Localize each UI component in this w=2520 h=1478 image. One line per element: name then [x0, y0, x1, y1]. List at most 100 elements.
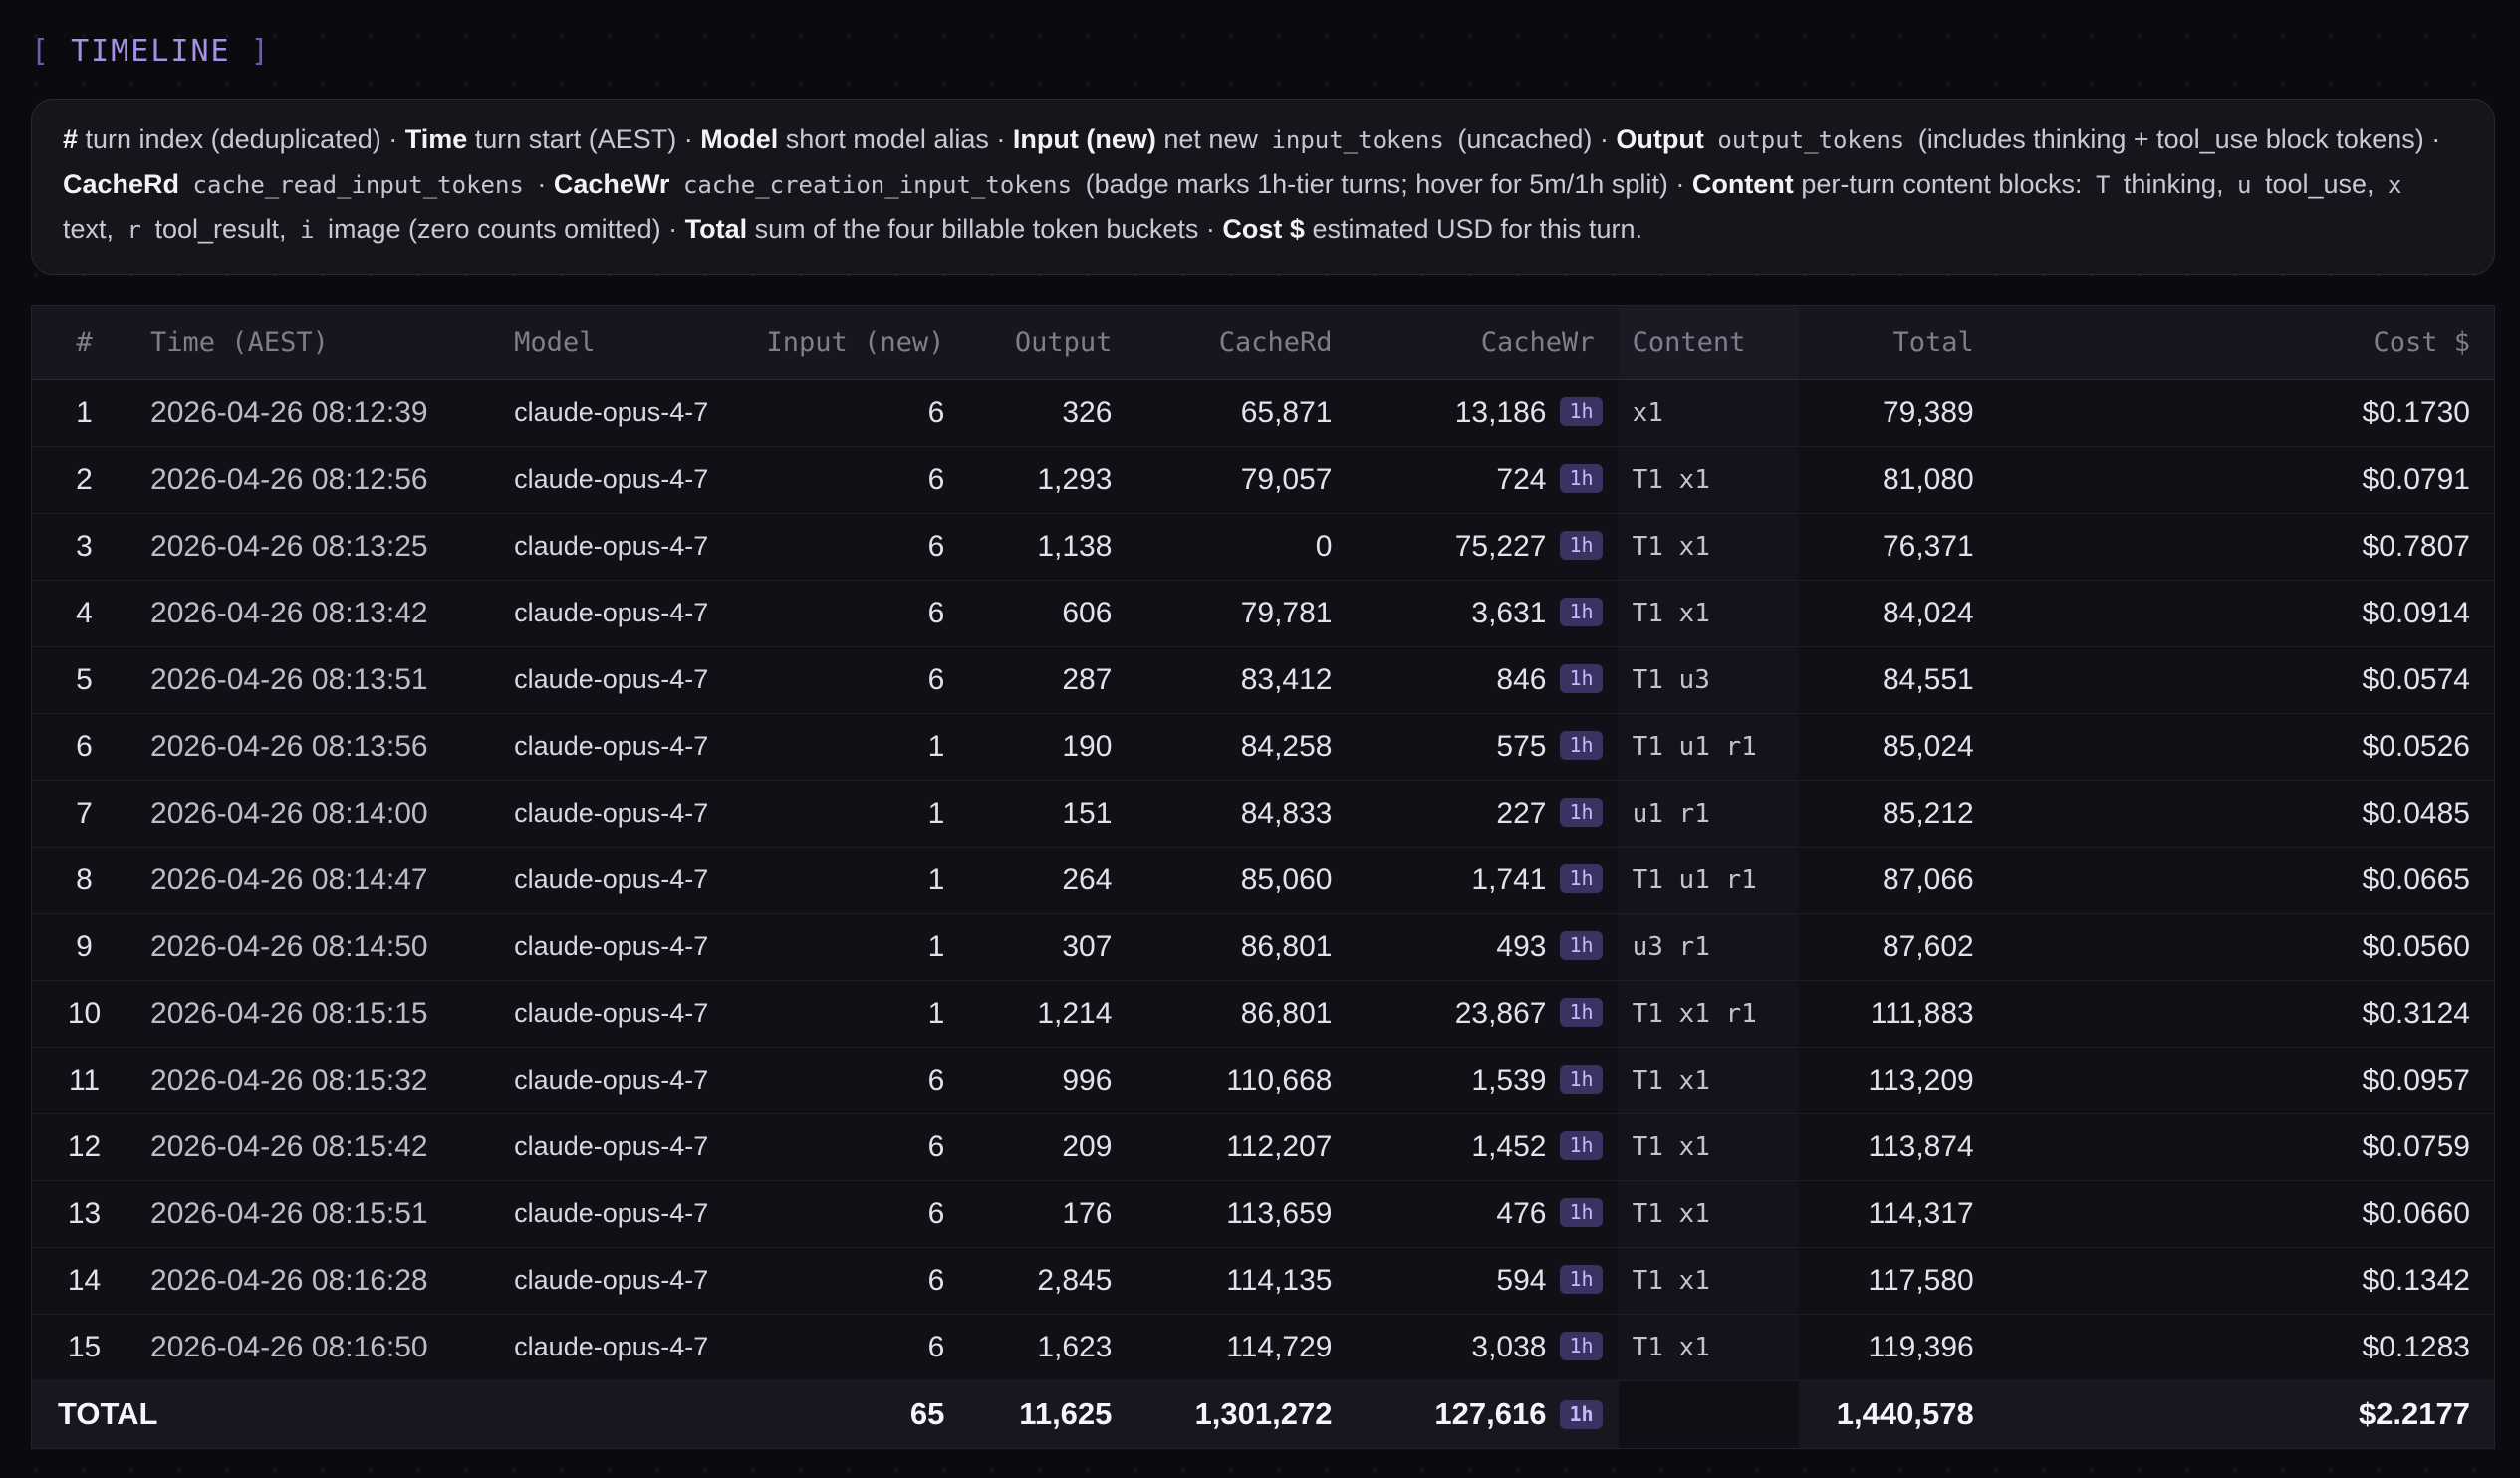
- tier-badge[interactable]: 1h: [1560, 397, 1603, 427]
- cell-model: claude-opus-4-7: [500, 513, 720, 581]
- tier-badge[interactable]: 1h: [1560, 864, 1603, 894]
- cell-idx: 15: [32, 1314, 137, 1381]
- legend-text: (includes thinking + tool_use block toke…: [1910, 124, 2441, 154]
- table-row: 11 2026-04-26 08:15:32 claude-opus-4-7 6 996…: [32, 1047, 2494, 1114]
- cell-cachewr: 23,867 1h: [1356, 980, 1619, 1048]
- column-header-idx[interactable]: #: [32, 306, 137, 380]
- cell-time: 2026-04-26 08:12:56: [136, 446, 501, 514]
- cell-output: 307: [968, 913, 1136, 981]
- legend-text: turn index (deduplicated) ·: [78, 124, 405, 154]
- legend-text: image (zero counts omitted) ·: [320, 214, 685, 244]
- cell-model: claude-opus-4-7: [500, 780, 720, 848]
- tier-badge[interactable]: 1h: [1560, 531, 1603, 561]
- legend-code: cache_read_input_tokens: [192, 171, 524, 199]
- cell-time: 2026-04-26 08:14:50: [136, 913, 501, 981]
- cell-cost: $0.7807: [1997, 513, 2494, 581]
- cell-model: claude-opus-4-7: [500, 980, 720, 1048]
- tier-badge[interactable]: 1h: [1560, 1065, 1603, 1095]
- cell-cacherd: 65,871: [1135, 379, 1357, 447]
- totals-content-empty: [1618, 1379, 1799, 1448]
- legend-code: cache_creation_input_tokens: [682, 171, 1073, 199]
- cachewr-value: 493: [1496, 929, 1547, 963]
- cell-cacherd: 114,729: [1135, 1314, 1357, 1381]
- column-header-time[interactable]: Time (AEST): [136, 306, 501, 380]
- cell-time: 2026-04-26 08:16:28: [136, 1247, 501, 1315]
- column-header-total[interactable]: Total: [1798, 306, 1998, 380]
- cell-idx: 11: [32, 1047, 137, 1114]
- cell-cachewr: 75,227 1h: [1356, 513, 1619, 581]
- totals-cachewr-value: 127,616: [1434, 1396, 1547, 1432]
- cell-cost: $0.1730: [1997, 379, 2494, 447]
- cell-cost: $0.1283: [1997, 1314, 2494, 1381]
- tier-badge[interactable]: 1h: [1560, 598, 1603, 627]
- cell-cacherd: 86,801: [1135, 913, 1357, 981]
- cachewr-value: 476: [1496, 1196, 1547, 1230]
- column-header-cost[interactable]: Cost $: [1997, 306, 2494, 380]
- cell-model: claude-opus-4-7: [500, 446, 720, 514]
- cell-content: T1 x1: [1618, 1047, 1799, 1114]
- tier-badge[interactable]: 1h: [1560, 731, 1603, 761]
- tier-badge[interactable]: 1h: [1560, 1332, 1603, 1361]
- column-header-content[interactable]: Content: [1618, 306, 1799, 380]
- cell-idx: 8: [32, 847, 137, 914]
- tier-badge[interactable]: 1h: [1560, 798, 1603, 828]
- cell-cacherd: 84,833: [1135, 780, 1357, 848]
- cell-input: 6: [719, 1247, 969, 1315]
- legend-text: sum of the four billable token buckets ·: [747, 214, 1223, 244]
- cell-time: 2026-04-26 08:13:42: [136, 580, 501, 647]
- column-header-cachewr[interactable]: CacheWr: [1356, 306, 1619, 380]
- cachewr-value: 1,452: [1471, 1129, 1547, 1163]
- cell-time: 2026-04-26 08:13:25: [136, 513, 501, 581]
- table-row: 2 2026-04-26 08:12:56 claude-opus-4-7 6 1,29…: [32, 446, 2494, 514]
- legend-text: net new: [1155, 124, 1266, 154]
- cell-cachewr: 1,741 1h: [1356, 847, 1619, 914]
- column-header-output[interactable]: Output: [968, 306, 1136, 380]
- cell-output: 1,214: [968, 980, 1136, 1048]
- cell-cachewr: 476 1h: [1356, 1180, 1619, 1248]
- legend-key-cost: Cost $: [1222, 214, 1305, 244]
- cell-output: 2,845: [968, 1247, 1136, 1315]
- table-row: 6 2026-04-26 08:13:56 claude-opus-4-7 1 190 8…: [32, 713, 2494, 781]
- cell-idx: 7: [32, 780, 137, 848]
- cell-model: claude-opus-4-7: [500, 847, 720, 914]
- cell-output: 264: [968, 847, 1136, 914]
- cell-idx: 9: [32, 913, 137, 981]
- cell-idx: 1: [32, 379, 137, 447]
- cell-input: 6: [719, 580, 969, 647]
- header-row: # Time (AEST) Model Input (new) Output C…: [32, 306, 2494, 380]
- cell-output: 996: [968, 1047, 1136, 1114]
- legend-text: (uncached) ·: [1449, 124, 1617, 154]
- cell-idx: 6: [32, 713, 137, 781]
- tier-badge[interactable]: 1h: [1560, 1399, 1603, 1429]
- cell-input: 6: [719, 1113, 969, 1181]
- cell-content: T1 x1: [1618, 1180, 1799, 1248]
- column-header-cacherd[interactable]: CacheRd: [1135, 306, 1357, 380]
- cell-content: u1 r1: [1618, 780, 1799, 848]
- legend-code: output_tokens: [1717, 126, 1905, 154]
- tier-badge[interactable]: 1h: [1560, 664, 1603, 694]
- cell-model: claude-opus-4-7: [500, 1314, 720, 1381]
- column-header-input[interactable]: Input (new): [719, 306, 969, 380]
- cachewr-value: 1,741: [1471, 862, 1547, 896]
- cell-model: claude-opus-4-7: [500, 646, 720, 714]
- cachewr-value: 3,038: [1471, 1330, 1547, 1363]
- column-header-model[interactable]: Model: [500, 306, 720, 380]
- tier-badge[interactable]: 1h: [1560, 1131, 1603, 1161]
- tier-badge[interactable]: 1h: [1560, 998, 1603, 1028]
- tier-badge[interactable]: 1h: [1560, 464, 1603, 494]
- cachewr-value: 575: [1496, 729, 1547, 763]
- tier-badge[interactable]: 1h: [1560, 931, 1603, 961]
- timeline-table: # Time (AEST) Model Input (new) Output C…: [32, 306, 2494, 1448]
- cell-total: 87,602: [1798, 913, 1998, 981]
- cell-content: T1 x1: [1618, 1247, 1799, 1315]
- table-row: 12 2026-04-26 08:15:42 claude-opus-4-7 6 209…: [32, 1113, 2494, 1181]
- cachewr-value: 227: [1496, 796, 1547, 830]
- tier-badge[interactable]: 1h: [1560, 1265, 1603, 1295]
- tier-badge[interactable]: 1h: [1560, 1198, 1603, 1228]
- cell-total: 114,317: [1798, 1180, 1998, 1248]
- legend-text: ·: [529, 169, 554, 199]
- cell-content: T1 x1: [1618, 446, 1799, 514]
- cell-time: 2026-04-26 08:15:32: [136, 1047, 501, 1114]
- cell-time: 2026-04-26 08:13:56: [136, 713, 501, 781]
- legend-code: x: [2388, 171, 2402, 199]
